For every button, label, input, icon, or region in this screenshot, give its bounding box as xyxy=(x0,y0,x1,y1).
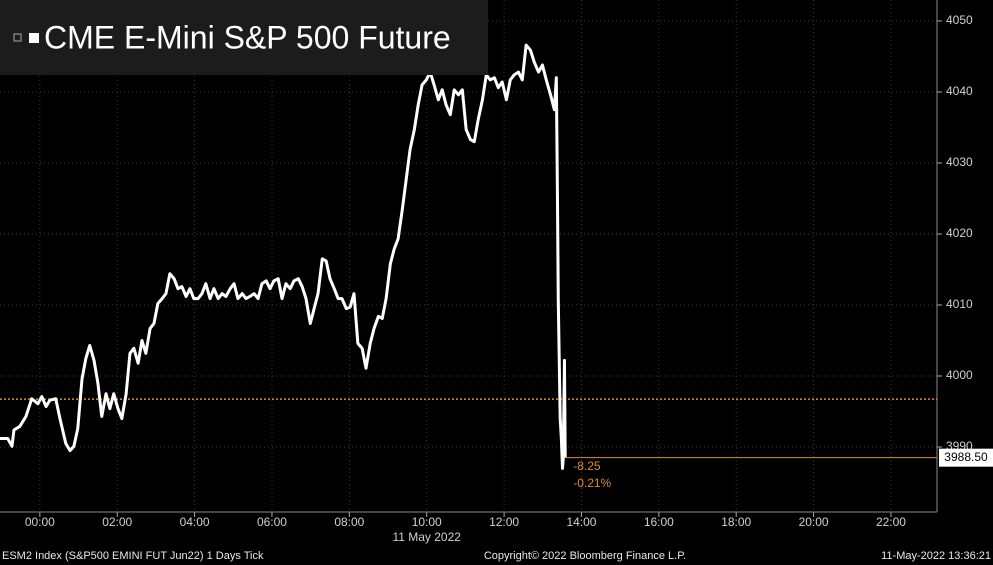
price-line xyxy=(0,43,567,470)
footer-right: 11-May-2022 13:36:21 xyxy=(881,550,991,562)
date-label: 11 May 2022 xyxy=(392,530,461,544)
y-tick-label: 4040 xyxy=(946,84,973,98)
y-tick-label: 4010 xyxy=(946,297,973,311)
y-tick-label: 4000 xyxy=(946,368,973,382)
x-tick-label: 12:00 xyxy=(489,515,519,529)
change-label: -8.25 xyxy=(573,459,601,473)
x-tick-label: 14:00 xyxy=(566,515,596,529)
x-tick-label: 06:00 xyxy=(257,515,287,529)
x-tick-label: 08:00 xyxy=(334,515,364,529)
x-tick-label: 04:00 xyxy=(180,515,210,529)
legend-icon xyxy=(13,33,22,42)
x-tick-label: 10:00 xyxy=(412,515,442,529)
y-tick-label: 4020 xyxy=(946,226,973,240)
x-tick-label: 16:00 xyxy=(644,515,674,529)
x-tick-label: 20:00 xyxy=(799,515,829,529)
change-pct-label: -0.21% xyxy=(573,476,611,490)
footer-center: Copyright© 2022 Bloomberg Finance L.P. xyxy=(484,550,686,562)
last-value-label: 3988.50 xyxy=(944,450,988,464)
footer-left: ESM2 Index (S&P500 EMINI FUT Jun22) 1 Da… xyxy=(2,550,264,562)
x-tick-label: 18:00 xyxy=(721,515,751,529)
y-tick-label: 4050 xyxy=(946,13,973,27)
x-tick-label: 00:00 xyxy=(25,515,55,529)
y-tick-label: 4030 xyxy=(946,155,973,169)
title-box xyxy=(0,0,488,75)
legend-swatch xyxy=(29,33,39,43)
x-tick-label: 22:00 xyxy=(876,515,906,529)
last-value-box xyxy=(939,448,993,467)
x-tick-label: 02:00 xyxy=(102,515,132,529)
chart-title: CME E-Mini S&P 500 Future xyxy=(44,19,451,55)
